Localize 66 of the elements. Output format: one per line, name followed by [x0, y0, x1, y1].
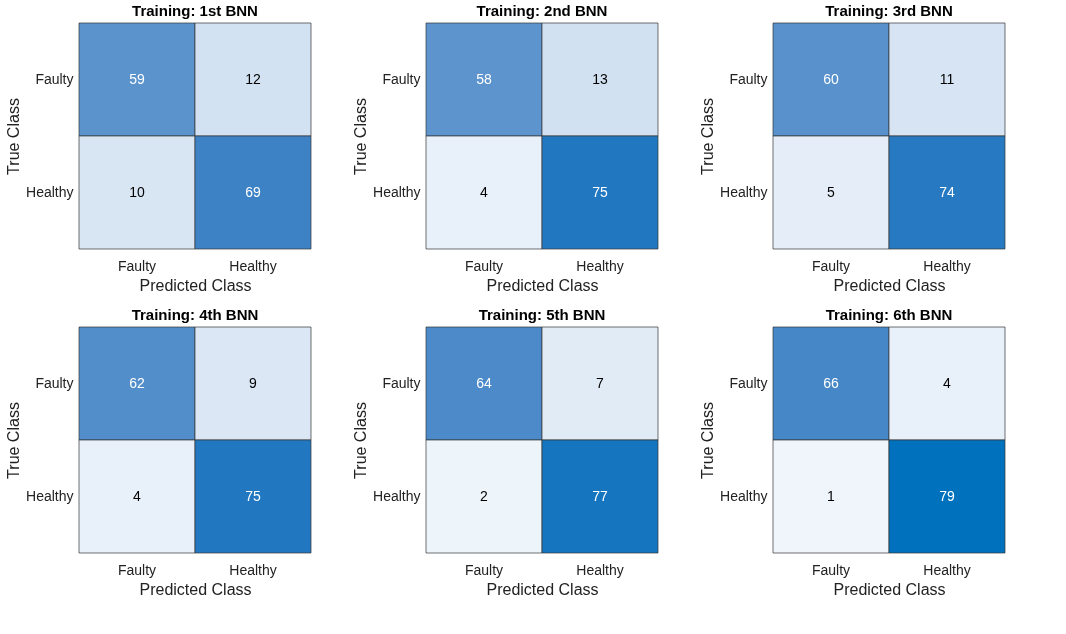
x-tick-label: Healthy [923, 257, 971, 274]
x-axis-title: Predicted Class [139, 276, 252, 294]
y-tick-label: Faulty [729, 374, 768, 391]
y-tick-label: Healthy [720, 487, 768, 504]
data-label: 4 [943, 374, 952, 391]
y-tick-label: Faulty [35, 70, 74, 87]
data-label: 77 [592, 487, 608, 504]
y-axis-title: True Class [699, 402, 717, 479]
x-tick-label: Faulty [464, 561, 504, 578]
y-axis-title: True Class [352, 402, 370, 479]
y-tick-label: Faulty [729, 70, 768, 87]
data-label: 12 [245, 70, 261, 87]
x-tick-label: Healthy [229, 257, 277, 274]
data-label: 75 [245, 487, 261, 504]
data-label: 79 [939, 487, 955, 504]
y-axis-title: True Class [352, 98, 370, 175]
chart-title: Training: 2nd BNN [476, 1, 608, 19]
y-tick-label: Healthy [720, 183, 768, 200]
y-tick-label: Healthy [373, 487, 421, 504]
x-tick-label: Faulty [117, 257, 157, 274]
data-label: 10 [129, 183, 145, 200]
chart-title: Training: 1st BNN [132, 1, 258, 19]
data-label: 9 [249, 374, 258, 391]
data-label: 13 [592, 70, 608, 87]
x-tick-label: Healthy [923, 561, 971, 578]
x-axis-title: Predicted Class [486, 580, 599, 598]
y-tick-label: Healthy [373, 183, 421, 200]
y-tick-label: Healthy [26, 487, 74, 504]
data-label: 69 [245, 183, 261, 200]
y-axis-title: True Class [5, 98, 23, 175]
x-tick-label: Faulty [811, 561, 851, 578]
y-tick-label: Faulty [35, 374, 74, 391]
chart-title: Training: 5th BNN [478, 305, 606, 323]
data-label: 60 [823, 70, 839, 87]
x-axis-title: Predicted Class [833, 580, 946, 598]
x-axis-title: Predicted Class [833, 276, 946, 294]
data-label: 1 [827, 487, 836, 504]
data-label: 64 [476, 374, 492, 391]
x-tick-label: Faulty [117, 561, 157, 578]
y-axis-title: True Class [699, 98, 717, 175]
x-tick-label: Healthy [576, 561, 624, 578]
y-tick-label: Healthy [26, 183, 74, 200]
x-axis-title: Predicted Class [139, 580, 252, 598]
x-tick-label: Faulty [464, 257, 504, 274]
data-label: 4 [133, 487, 142, 504]
x-tick-label: Healthy [229, 561, 277, 578]
y-axis-title: True Class [5, 402, 23, 479]
x-tick-label: Faulty [811, 257, 851, 274]
y-tick-label: Faulty [382, 374, 421, 391]
data-label: 62 [129, 374, 145, 391]
data-label: 75 [592, 183, 608, 200]
x-axis-title: Predicted Class [486, 276, 599, 294]
y-tick-label: Faulty [382, 70, 421, 87]
data-label: 58 [476, 70, 492, 87]
chart-title: Training: 6th BNN [825, 305, 953, 323]
data-label: 4 [480, 183, 489, 200]
chart-title: Training: 3rd BNN [825, 1, 953, 19]
x-tick-label: Healthy [576, 257, 624, 274]
data-label: 5 [827, 183, 836, 200]
data-label: 2 [480, 487, 489, 504]
data-label: 59 [129, 70, 145, 87]
chart-title: Training: 4th BNN [131, 305, 259, 323]
data-label: 7 [596, 374, 605, 391]
data-label: 66 [823, 374, 839, 391]
data-label: 74 [939, 183, 955, 200]
data-label: 11 [939, 70, 955, 87]
